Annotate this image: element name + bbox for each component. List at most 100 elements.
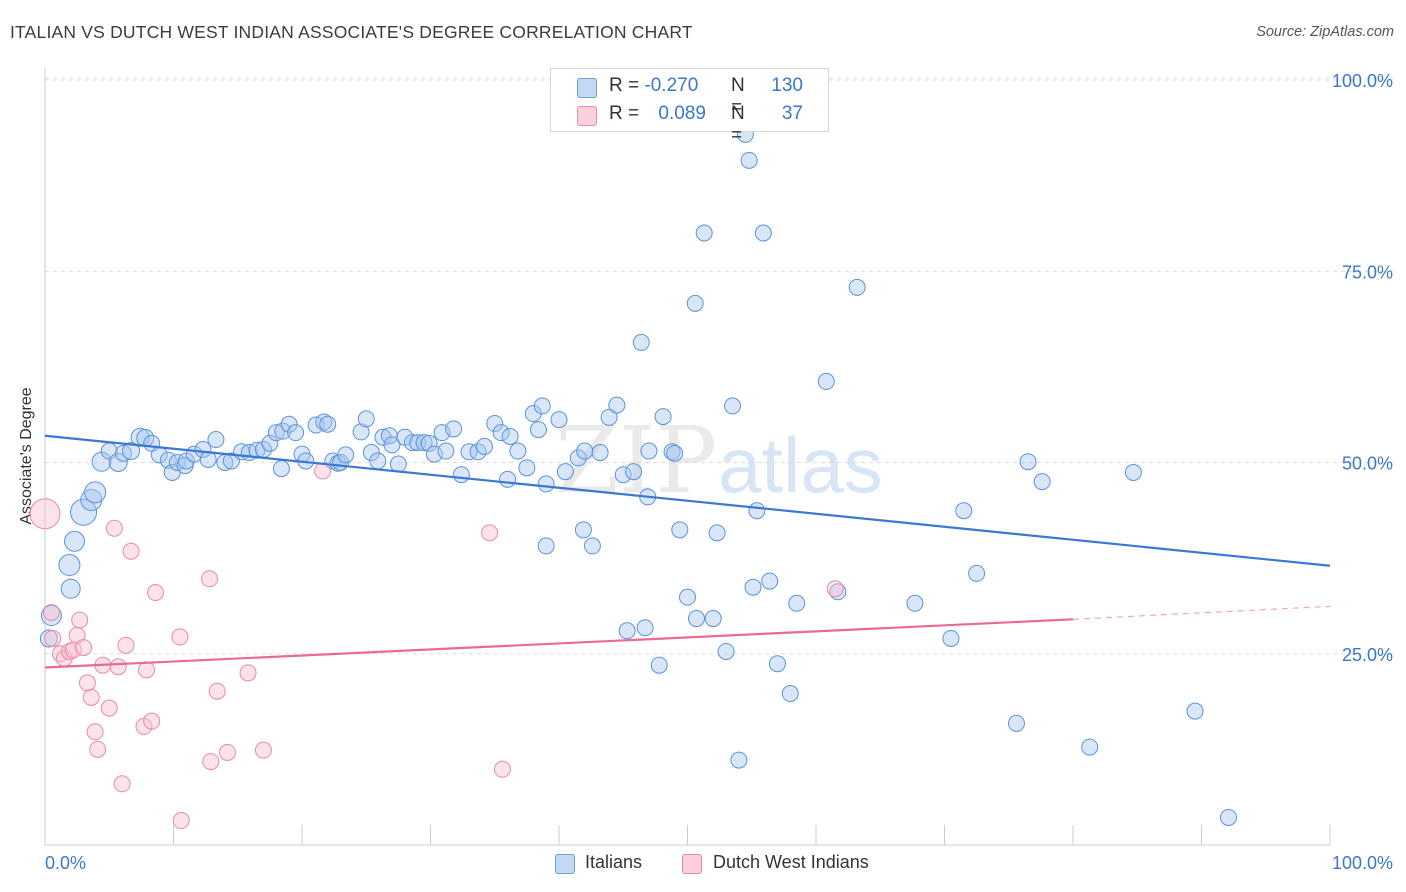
source-label: Source: ZipAtlas.com [1256,24,1394,40]
legend-r-value-italians: -0.270 [644,75,699,96]
italian-point [768,655,786,673]
legend-swatch-italians [577,78,597,98]
italian-point [625,463,643,481]
italian-point [389,455,407,473]
italian-point [207,431,225,449]
italian-point [748,502,766,520]
italian-point [640,442,658,460]
dutch-point [200,570,218,588]
italian-point [906,594,924,612]
italian-point [848,278,866,296]
italian-point [723,397,741,415]
dutch-point [254,741,272,759]
italian-point [632,333,650,351]
italian-point [40,605,62,626]
italian-point [272,460,290,478]
italian-point [287,424,305,442]
italian-point [955,502,973,520]
chart-title: ITALIAN VS DUTCH WEST INDIAN ASSOCIATE'S… [10,22,693,42]
correlation-legend: R = -0.270 N = 130 R = 0.089 N = 37 [550,68,829,146]
dutch-point [29,498,61,530]
italian-point [686,294,704,312]
dutch-point [122,542,140,560]
italian-point [1186,702,1204,720]
italian-point [1081,738,1099,756]
italian-point [39,629,58,648]
italian-point [383,436,401,454]
italian-point [369,452,387,470]
italian-point [122,442,141,461]
italian-point [1124,463,1142,481]
italian-point [654,408,672,426]
italian-point [319,415,337,433]
italian-point [1007,714,1025,732]
italian-point [687,610,705,628]
italian-point [569,449,587,467]
italian-point [1033,473,1051,491]
italian-point [717,642,735,660]
italian-point [460,443,478,461]
dutch-point [218,743,236,761]
italian-point [337,446,355,464]
italian-point [695,224,713,242]
italian-point [352,423,370,441]
italian-point [574,521,592,539]
italian-point [64,530,86,552]
italian-point [788,594,806,612]
dutch-point [109,658,127,676]
y-tick-label: 100.0% [1332,71,1393,91]
legend-swatch-dutch [577,106,597,126]
bottom-legend-label-dutch: Dutch West Indians [713,852,869,872]
italian-point [499,470,517,488]
italian-point [537,537,555,555]
dutch-trend-extension [1072,605,1331,620]
dutch-point [78,674,96,692]
italian-point [754,224,772,242]
dutch-point [117,636,135,654]
dutch-point [493,760,511,778]
italian-point [636,619,654,637]
italian-point [671,521,689,539]
legend-r-label: R = 0.089 [609,103,706,124]
italian-point [261,434,279,452]
italian-point [404,434,422,452]
italian-point [591,444,609,462]
italian-point [761,572,779,590]
italian-point [274,422,292,440]
italian-point [445,420,463,438]
legend-n-value-dutch: 37 [781,103,803,124]
italian-point [817,372,835,390]
italian-point [475,437,493,455]
legend-r-label: R = -0.270 [609,75,699,96]
italian-point [280,415,298,433]
italian-point [58,554,81,577]
x-tick-label: 0.0% [45,853,86,873]
x-tick-label: 100.0% [1332,853,1393,873]
dutch-point [138,661,156,679]
italian-point [362,444,380,462]
dutch-point [71,611,89,629]
italian-point [942,629,960,647]
italian-point [608,396,626,414]
italian-point [194,440,212,458]
italian-point [452,466,470,484]
dutch-point [113,775,131,793]
italian-point [618,622,636,640]
legend-n-label: N = [731,75,745,118]
y-tick-label: 50.0% [1342,454,1393,474]
italian-point [357,410,375,428]
y-tick-label: 75.0% [1342,262,1393,282]
italian-point [518,459,536,477]
italian-point [614,466,632,484]
italian-point [556,463,574,481]
dutch-point [82,688,100,706]
dutch-trend-line [44,618,1074,669]
italian-point [708,524,726,542]
italian-point [1019,453,1037,471]
legend-n-label: N = [731,103,745,146]
dutch-point [89,740,107,758]
italian-point [704,610,722,628]
watermark-atlas: atlas [718,421,883,509]
dutch-point [481,524,499,542]
